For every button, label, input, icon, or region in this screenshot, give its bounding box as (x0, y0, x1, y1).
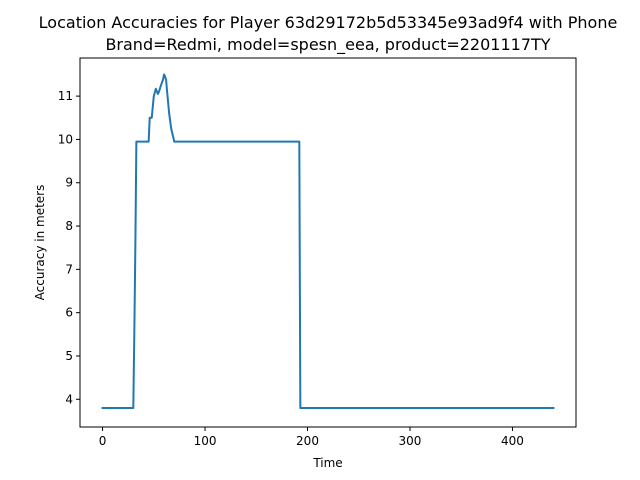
y-tick-label: 11 (58, 89, 73, 103)
y-tick-label: 5 (65, 349, 73, 363)
y-tick-label: 9 (65, 176, 73, 190)
y-tick-label: 8 (65, 219, 73, 233)
y-tick-label: 7 (65, 262, 73, 276)
x-tick-label: 200 (296, 434, 319, 448)
x-tick-label: 100 (194, 434, 217, 448)
x-tick-label: 400 (501, 434, 524, 448)
chart-title-line-1: Location Accuracies for Player 63d29172b… (39, 13, 618, 32)
y-tick-label: 4 (65, 392, 73, 406)
y-tick-label: 10 (58, 132, 73, 146)
x-axis-label: Time (312, 456, 342, 470)
y-tick-label: 6 (65, 306, 73, 320)
x-axis-ticks: 0 100 200 300 400 (99, 427, 524, 448)
x-tick-label: 300 (399, 434, 422, 448)
x-tick-label: 0 (99, 434, 107, 448)
chart-title-line-2: Brand=Redmi, model=spesn_eea, product=22… (105, 35, 550, 55)
series-line-0 (101, 73, 555, 409)
y-axis-label: Accuracy in meters (33, 185, 47, 301)
plot-layer (101, 73, 555, 409)
y-axis-ticks: 4 5 6 7 8 9 10 11 (58, 89, 80, 406)
plot-frame (79, 57, 577, 428)
